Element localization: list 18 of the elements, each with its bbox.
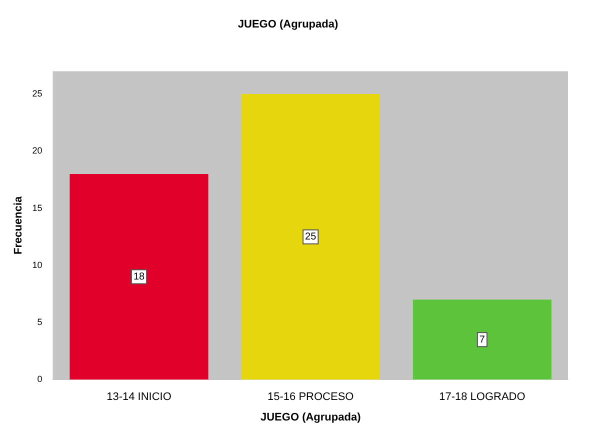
data-label: 18 <box>133 272 146 283</box>
data-label: 25 <box>305 232 317 243</box>
y-axis-title: Frecuencia <box>12 195 25 254</box>
bar <box>241 94 380 380</box>
x-tick-label: 15-16 PROCESO <box>268 391 354 404</box>
y-tick-label: 5 <box>37 316 42 327</box>
x-axis-title: JUEGO (Agrupada) <box>260 411 362 424</box>
y-tick-label: 20 <box>32 146 42 156</box>
x-tick-label: 13-14 INICIO <box>106 391 172 404</box>
y-tick-label: 25 <box>32 88 42 99</box>
x-tick-label: 17-18 LOGRADO <box>439 391 526 404</box>
data-label: 7 <box>479 334 486 346</box>
chart-title: JUEGO (Agrupada) <box>238 18 338 31</box>
y-tick-label: 0 <box>37 374 42 384</box>
bar <box>412 300 552 380</box>
y-tick-label: 15 <box>32 202 42 213</box>
bar <box>70 174 208 380</box>
y-tick-label: 10 <box>32 260 42 270</box>
